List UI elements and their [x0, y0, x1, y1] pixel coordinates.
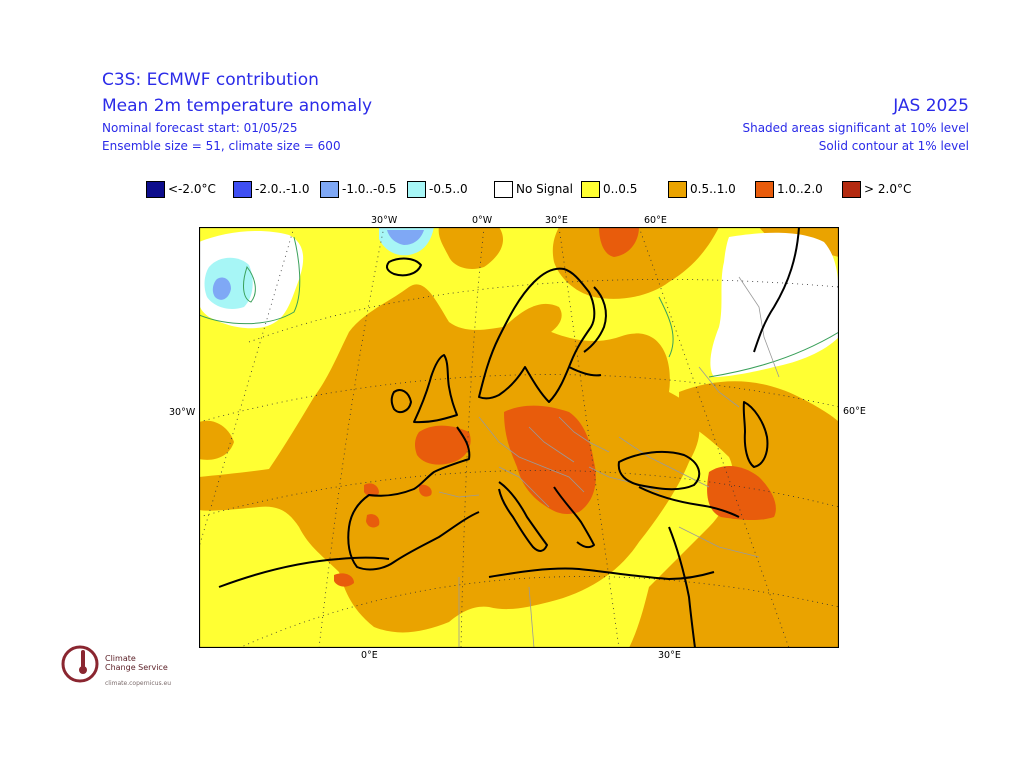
axis-label-right: 60°E [843, 406, 866, 417]
legend-swatch [581, 180, 600, 198]
coastlines [218, 227, 800, 648]
c3s-emblem-icon [61, 645, 99, 683]
legend-label: -2.0..-1.0 [255, 182, 310, 196]
title-line-2: Mean 2m temperature anomaly [102, 96, 373, 116]
legend-label: -0.5..0 [429, 182, 468, 196]
negative-anomaly-areas [204, 227, 434, 309]
legend-item: -2.0..-1.0 [233, 179, 309, 199]
legend-label: > 2.0°C [864, 182, 912, 196]
legend-item: 1.0..2.0 [755, 179, 823, 199]
logo-name-line-1: Climate [105, 654, 136, 663]
logo-url: climate.copernicus.eu [105, 680, 172, 687]
legend-label: 1.0..2.0 [777, 182, 823, 196]
ensemble-size-text: Ensemble size = 51, climate size = 600 [102, 139, 341, 153]
legend-swatch [233, 180, 252, 198]
legend-item: 0..0.5 [581, 179, 637, 199]
legend-swatch [320, 180, 339, 198]
legend-swatch [842, 180, 861, 198]
map-frame [199, 227, 839, 648]
axis-label-bottom: 0°E [361, 650, 378, 661]
legend-item: -0.5..0 [407, 179, 468, 199]
title-line-1: C3S: ECMWF contribution [102, 70, 319, 90]
axis-label-bottom: 30°E [658, 650, 681, 661]
legend-label: 0..0.5 [603, 182, 638, 196]
graticule [199, 227, 839, 648]
axis-label-left: 30°W [169, 407, 196, 418]
significance-1-text: Solid contour at 1% level [818, 139, 969, 153]
legend-label: -1.0..-0.5 [342, 182, 397, 196]
significance-10-text: Shaded areas significant at 10% level [742, 121, 969, 135]
copernicus-logo: Climate Change Service climate.copernicu… [58, 640, 198, 690]
forecast-start-text: Nominal forecast start: 01/05/25 [102, 121, 298, 135]
axis-label-top: 30°W [371, 215, 398, 226]
legend-item: > 2.0°C [842, 179, 911, 199]
temperature-anomaly-map [199, 227, 839, 648]
legend-swatch [755, 180, 774, 198]
country-borders [438, 276, 780, 648]
axis-label-top: 0°W [472, 215, 493, 226]
legend-item: <-2.0°C [146, 179, 216, 199]
legend-item: No Signal [494, 179, 573, 199]
legend-swatch [407, 180, 426, 198]
axis-label-top: 30°E [545, 215, 568, 226]
axis-label-top: 60°E [644, 215, 667, 226]
color-legend: <-2.0°C -2.0..-1.0 -1.0..-0.5 -0.5..0 No… [146, 179, 926, 199]
legend-swatch [494, 180, 513, 198]
legend-label: No Signal [516, 182, 573, 196]
legend-label: 0.5..1.0 [690, 182, 736, 196]
legend-swatch [146, 180, 165, 198]
significance-contours [199, 236, 839, 378]
legend-swatch [668, 180, 687, 198]
period-label: JAS 2025 [893, 96, 969, 116]
legend-label: <-2.0°C [168, 182, 216, 196]
anomaly-1.0-2.0-areas [334, 227, 776, 587]
logo-name-line-2: Change Service [105, 663, 168, 672]
legend-item: 0.5..1.0 [668, 179, 736, 199]
legend-item: -1.0..-0.5 [320, 179, 396, 199]
